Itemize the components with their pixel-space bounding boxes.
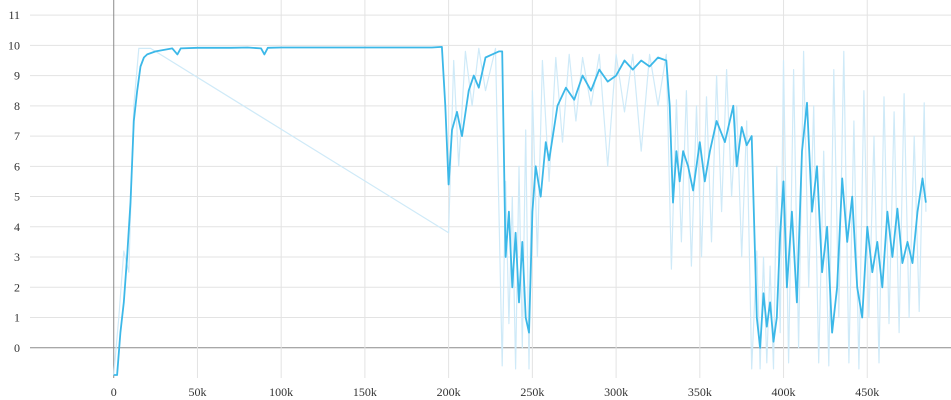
- y-tick-label: 8: [14, 99, 20, 113]
- raw-series-line: [113, 47, 927, 376]
- x-tick-label: 450k: [855, 385, 879, 399]
- x-tick-label: 50k: [188, 385, 206, 399]
- x-tick-label: 300k: [604, 385, 628, 399]
- y-tick-label: 11: [8, 8, 20, 22]
- x-tick-label: 400k: [772, 385, 796, 399]
- y-tick-label: 2: [14, 280, 20, 294]
- tick-label-layer: 0 1 2 3 4 5 6 7 8 9 10 11 0 50k 100k 150k 200k 250k 300k 35…: [8, 8, 879, 399]
- series-layer: [113, 46, 927, 376]
- y-tick-label: 9: [14, 69, 20, 83]
- y-tick-label: 0: [14, 341, 20, 355]
- y-tick-label: 3: [14, 250, 20, 264]
- y-tick-label: 4: [14, 220, 20, 234]
- x-tick-label: 250k: [520, 385, 544, 399]
- smoothed-series-line: [113, 46, 927, 376]
- y-tick-label: 6: [14, 159, 20, 173]
- y-tick-label: 10: [8, 38, 20, 52]
- y-tick-label: 1: [14, 311, 20, 325]
- grid-layer: [30, 0, 951, 378]
- x-tick-label: 0: [111, 385, 117, 399]
- x-tick-label: 100k: [269, 385, 293, 399]
- y-tick-label: 5: [14, 190, 20, 204]
- x-tick-label: 150k: [353, 385, 377, 399]
- y-tick-label: 7: [14, 129, 20, 143]
- x-tick-label: 350k: [688, 385, 712, 399]
- x-tick-label: 200k: [437, 385, 461, 399]
